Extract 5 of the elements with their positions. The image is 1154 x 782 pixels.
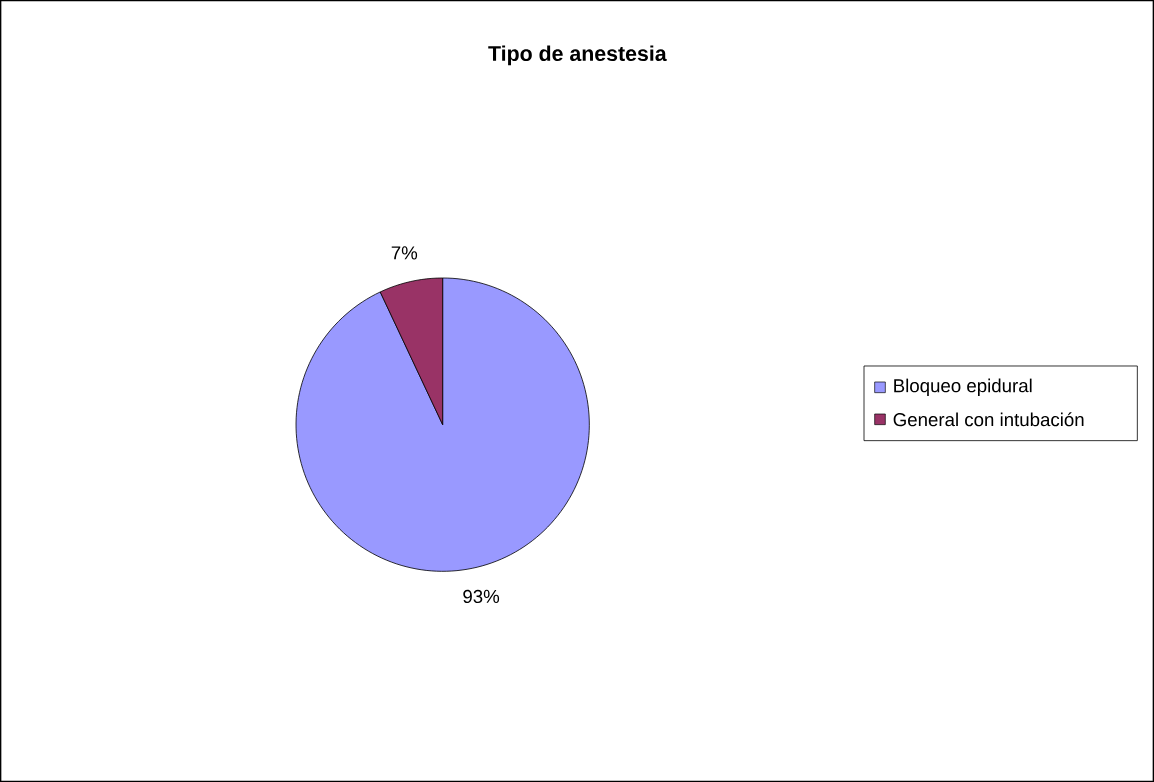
- chart-title: Tipo de anestesia: [488, 45, 667, 66]
- legend-label: Bloqueo epidural: [894, 378, 1032, 397]
- legend-label: General con intubación: [893, 412, 1084, 427]
- data-label: 7%: [391, 246, 418, 260]
- data-label: 93%: [463, 589, 500, 604]
